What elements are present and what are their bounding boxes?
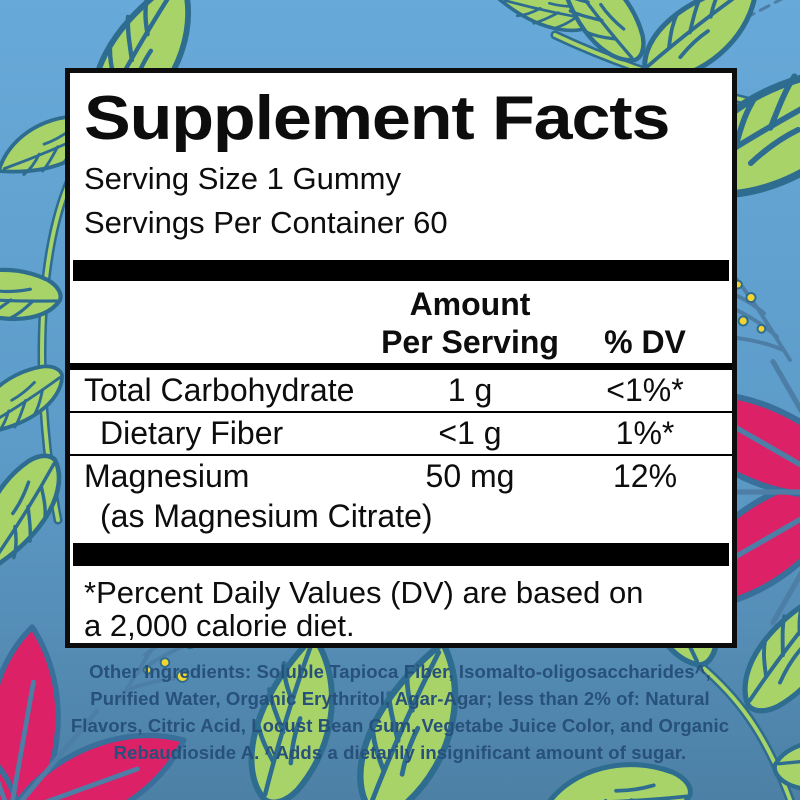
nutrient-amount: 1 g [447,372,493,408]
table-header-row-2: Per Serving % DV [70,323,732,370]
table-row: Total Carbohydrate 1 g <1%* [70,370,732,413]
nutrient-name: Total Carbohydrate [84,372,355,408]
servings-per-container: Servings Per Container 60 [84,205,448,240]
panel-title: Supplement Facts [84,84,670,153]
thick-divider-bar [73,543,729,566]
other-ingredients-line: Flavors, Citric Acid, Locust Bean Gum, V… [70,715,730,736]
nutrient-dv: <1%* [606,372,684,408]
leaf-icon [0,247,65,342]
nutrient-amount: 50 mg [425,458,515,494]
bottom-right-branch [546,518,800,800]
amount-header-bottom: Per Serving [381,324,559,360]
dv-header: % DV [604,324,686,360]
serving-size: Serving Size 1 Gummy [84,161,401,196]
nutrient-name: Magnesium [84,458,250,494]
other-ingredients-paragraph: Other Ingredients: Soluble Tapioca Fiber… [40,658,760,766]
leaf-icon [0,359,75,442]
left-branch [0,0,230,577]
other-ingredients-line: Purified Water, Organic Erythritol, Agar… [90,688,710,709]
other-ingredients-line: Other Ingredients: Soluble Tapioca Fiber… [89,661,711,682]
table-header-row-1: Amount [70,281,732,323]
nutrient-dv: 12% [612,458,678,494]
nutrient-detail: (as Magnesium Citrate) [100,498,433,534]
nutrient-name: Dietary Fiber [100,415,284,451]
thick-divider-bar [73,260,729,281]
amount-header-top: Amount [409,286,531,322]
dv-footnote-line: a 2,000 calorie diet. [84,608,355,643]
dv-footnote-line: *Percent Daily Values (DV) are based on [84,575,644,610]
dv-footnote: *Percent Daily Values (DV) are based on … [84,576,732,642]
supplement-facts-panel: Supplement Facts Serving Size 1 Gummy Se… [65,68,737,648]
nutrient-dv: 1%* [615,415,675,451]
table-row: Magnesium 50 mg 12% [70,456,732,497]
nutrient-amount: <1 g [438,415,502,451]
table-row: Dietary Fiber <1 g 1%* [70,413,732,456]
other-ingredients-line: Rebaudioside A. ^Adds a dietarily insign… [113,742,687,763]
